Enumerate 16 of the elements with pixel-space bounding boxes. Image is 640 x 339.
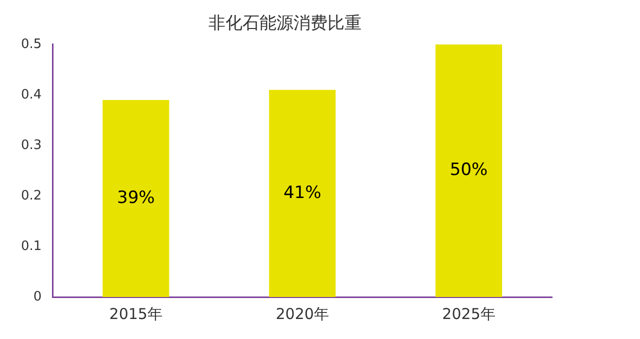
x-tick-label: 2020年 [276,304,329,323]
bar [102,100,170,297]
data-label: 50% [450,160,488,180]
bar [435,44,502,297]
y-tick-label: 0.4 [20,87,42,102]
y-tick-label: 0.2 [20,188,42,204]
y-tick-label: 0.3 [20,138,42,153]
y-tick-label: 0.1 [20,238,42,254]
bar [269,90,336,297]
data-label: 41% [283,182,322,203]
data-label: 39% [116,188,155,208]
x-tick-label: 2015年 [109,304,162,323]
chart-title: 非化石能源消费比重 [208,14,362,34]
y-tick-label: 0 [33,289,42,304]
y-tick-label: 0.5 [20,36,42,52]
x-tick-label: 2025年 [442,304,496,323]
